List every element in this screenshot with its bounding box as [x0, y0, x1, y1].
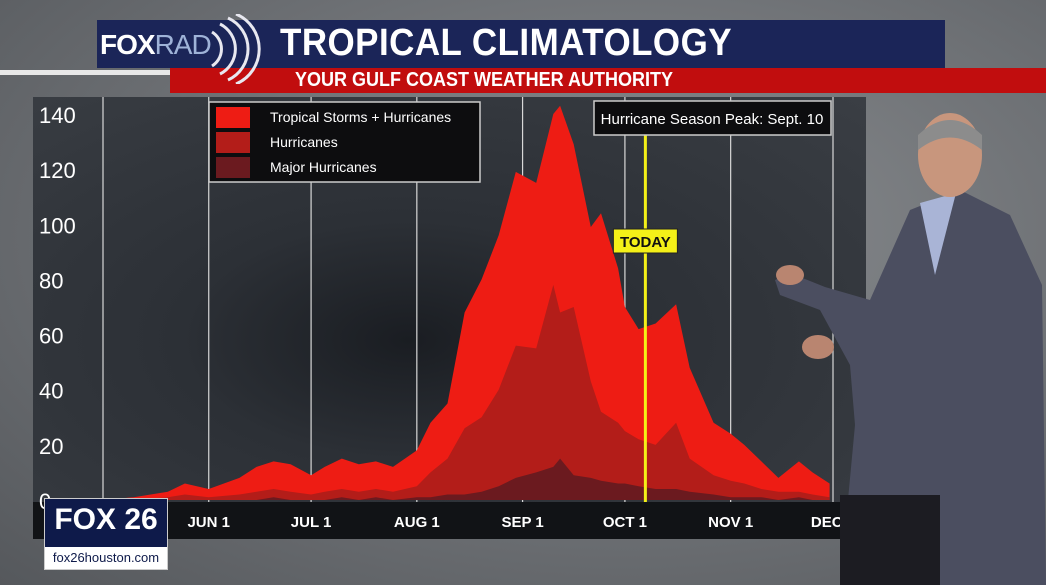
legend-swatch [216, 107, 250, 128]
y-tick-label: 140 [39, 103, 76, 128]
peak-annotation-label: Hurricane Season Peak: Sept. 10 [601, 111, 824, 128]
radar-rings-icon [211, 14, 261, 84]
x-tick-label: NOV 1 [708, 514, 753, 531]
y-tick-label: 20 [39, 434, 63, 459]
legend-swatch [216, 132, 250, 153]
page-subtitle: YOUR GULF COAST WEATHER AUTHORITY [295, 69, 673, 91]
x-tick-label: SEP 1 [501, 514, 543, 531]
foxrad-logo: FOXRAD [100, 29, 212, 60]
x-tick-label: JUL 1 [291, 514, 332, 531]
y-tick-label: 100 [39, 213, 76, 238]
x-tick-label: OCT 1 [603, 514, 647, 531]
peak-annotation-box [593, 100, 832, 136]
page-title: TROPICAL CLIMATOLOGY [280, 22, 733, 64]
header-rule [0, 70, 170, 75]
y-tick-label: 40 [39, 379, 63, 404]
legend-label: Tropical Storms + Hurricanes [270, 109, 451, 125]
today-label: TODAY [620, 234, 671, 251]
series-area-3 [103, 458, 830, 500]
y-tick-label: 80 [39, 268, 63, 293]
series-area-2 [103, 284, 830, 500]
today-label-box [612, 228, 678, 254]
title-banner [97, 20, 945, 68]
legend-label: Major Hurricanes [270, 159, 377, 175]
legend-swatch [216, 157, 250, 178]
y-tick-label: 60 [39, 324, 63, 349]
subtitle-bar [170, 68, 1046, 93]
series-area-1 [103, 105, 830, 500]
station-url: fox26houston.com [45, 547, 167, 569]
fox26-logo: FOX 26 fox26houston.com [44, 498, 168, 570]
y-tick-label: 120 [39, 158, 76, 183]
presenter [775, 113, 1046, 585]
x-axis-band [33, 502, 866, 539]
legend: Tropical Storms + Hurricanes Hurricanes Ma… [208, 101, 481, 183]
legend-box [208, 101, 481, 183]
x-tick-label: AUG 1 [394, 514, 440, 531]
x-tick-label: JUN 1 [187, 514, 230, 531]
legend-label: Hurricanes [270, 134, 338, 150]
